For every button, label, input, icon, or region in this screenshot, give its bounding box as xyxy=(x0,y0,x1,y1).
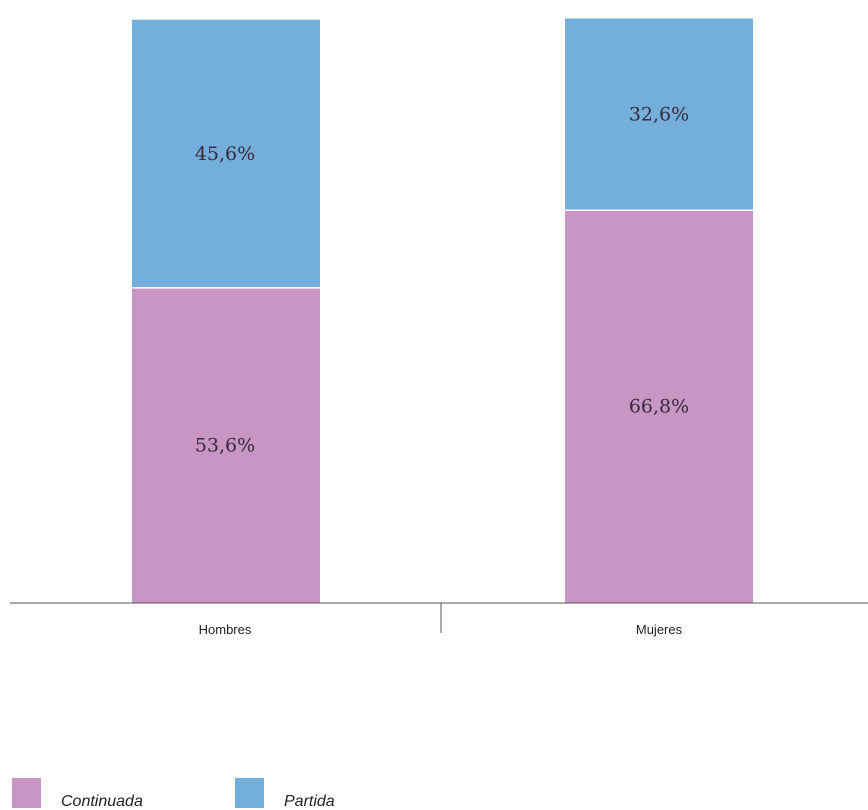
x-tick-label-mujeres: Mujeres xyxy=(636,622,683,637)
legend-label-continuada: Continuada xyxy=(61,793,143,810)
data-label-mujeres-partida: 32,6% xyxy=(629,103,689,125)
data-label-hombres-continuada: 53,6% xyxy=(195,434,255,456)
legend: Continuada Partida xyxy=(12,778,335,810)
legend-swatch-continuada xyxy=(12,778,41,808)
bar-mujeres-continuada xyxy=(565,210,753,603)
legend-swatch-partida xyxy=(235,778,264,808)
bar-mujeres-partida xyxy=(565,18,753,211)
x-tick-label-hombres: Hombres xyxy=(199,622,252,637)
bar-hombres-continuada xyxy=(132,287,320,603)
segment-labels-group: 53,6% 45,6% 66,8% 32,6% xyxy=(195,103,689,456)
category-labels-group: Hombres Mujeres xyxy=(199,622,683,637)
bars-group xyxy=(132,18,753,603)
legend-label-partida: Partida xyxy=(284,793,335,810)
data-label-hombres-partida: 45,6% xyxy=(195,143,255,165)
x-axis xyxy=(10,602,868,633)
bar-hombres-partida xyxy=(132,19,320,288)
data-label-mujeres-continuada: 66,8% xyxy=(629,396,689,418)
